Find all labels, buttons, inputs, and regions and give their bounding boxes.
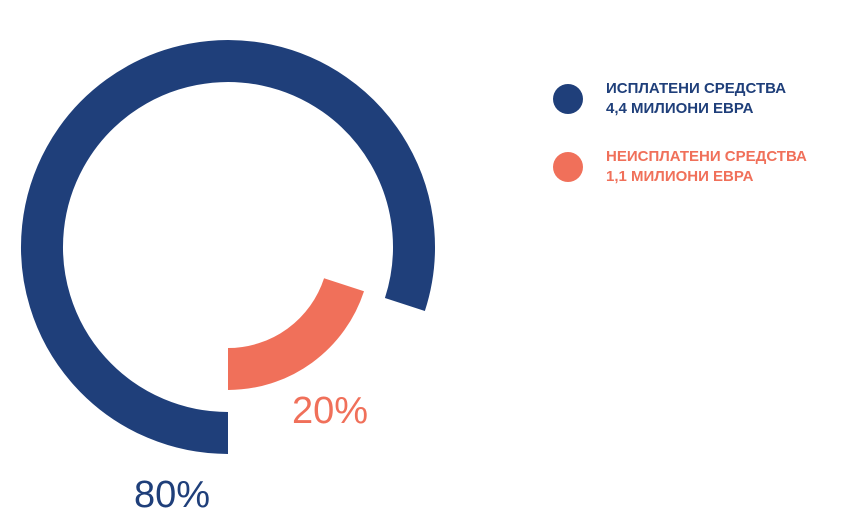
legend-label: НЕИСПЛАТЕНИ СРЕДСТВА — [606, 148, 807, 165]
legend-subtext: 4,4 МИЛИОНИ ЕВРА — [606, 100, 754, 117]
arc — [21, 40, 435, 454]
legend-label: ИСПЛАТЕНИ СРЕДСТВА — [606, 80, 786, 97]
legend-subtext: 1,1 МИЛИОНИ ЕВРА — [606, 168, 754, 185]
value-label: 80% — [134, 474, 210, 516]
legend-swatch — [553, 84, 583, 114]
arc — [227, 277, 364, 390]
value-label: 20% — [292, 390, 368, 432]
legend-swatch — [553, 152, 583, 182]
